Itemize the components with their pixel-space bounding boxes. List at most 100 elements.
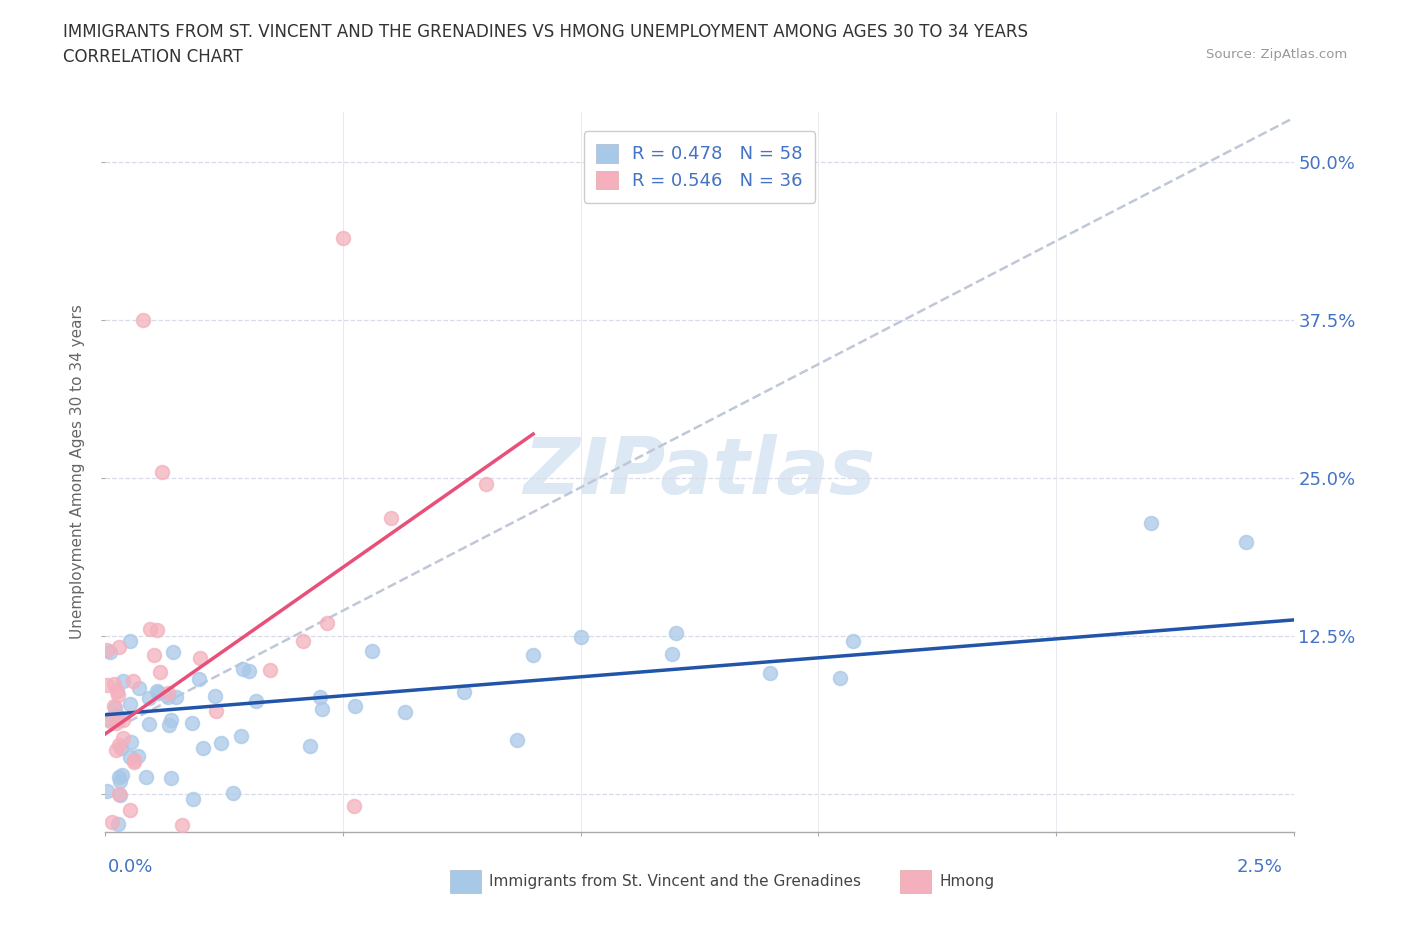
Point xyxy=(188,671,211,686)
Point xyxy=(162,644,184,659)
Point xyxy=(149,665,172,680)
Point xyxy=(96,678,118,693)
Point xyxy=(121,674,143,689)
Legend: R = 0.478   N = 58, R = 0.546   N = 36: R = 0.478 N = 58, R = 0.546 N = 36 xyxy=(583,131,815,203)
Point xyxy=(298,738,321,753)
Point xyxy=(105,684,128,698)
Point xyxy=(108,787,131,802)
Point xyxy=(828,671,851,685)
Point xyxy=(103,676,125,691)
Point xyxy=(105,716,128,731)
Point xyxy=(145,622,167,637)
Text: Source: ZipAtlas.com: Source: ZipAtlas.com xyxy=(1206,48,1347,61)
Point xyxy=(108,769,131,784)
Point xyxy=(474,476,496,491)
Point xyxy=(107,688,129,703)
Point xyxy=(360,644,382,658)
Point xyxy=(159,717,181,732)
Point xyxy=(394,704,416,719)
Point xyxy=(156,685,179,700)
Point xyxy=(101,815,124,830)
Point xyxy=(316,616,339,631)
Point xyxy=(98,644,121,659)
Point xyxy=(569,629,592,644)
Point xyxy=(111,673,134,688)
Point xyxy=(127,749,149,764)
Point xyxy=(152,465,174,480)
Point xyxy=(148,686,170,701)
Y-axis label: Unemployment Among Ages 30 to 34 years: Unemployment Among Ages 30 to 34 years xyxy=(70,304,86,640)
Point xyxy=(309,690,332,705)
Point xyxy=(111,767,134,782)
Point xyxy=(128,681,150,696)
Point xyxy=(165,690,187,705)
Point xyxy=(191,741,214,756)
Point xyxy=(108,774,131,789)
Point xyxy=(97,711,120,726)
Point xyxy=(332,231,354,246)
Point xyxy=(344,698,367,713)
Point xyxy=(661,646,683,661)
Point xyxy=(343,798,366,813)
Point xyxy=(108,639,131,654)
Point xyxy=(138,717,160,732)
Point xyxy=(96,643,118,658)
Point xyxy=(245,694,267,709)
Point xyxy=(118,633,141,648)
Point xyxy=(758,665,780,680)
Point xyxy=(132,312,155,327)
Point xyxy=(1140,515,1163,530)
Point xyxy=(107,709,129,724)
Point xyxy=(380,511,402,525)
Point xyxy=(142,647,165,662)
Point xyxy=(259,662,281,677)
Point xyxy=(146,684,169,698)
Point xyxy=(842,634,865,649)
Point xyxy=(108,737,131,752)
Point xyxy=(105,708,128,723)
Point xyxy=(160,712,183,727)
Point xyxy=(1234,534,1257,549)
Point xyxy=(190,651,212,666)
Point xyxy=(453,684,475,699)
Point xyxy=(181,716,204,731)
Text: 0.0%: 0.0% xyxy=(108,857,153,876)
Point xyxy=(138,622,160,637)
Point xyxy=(98,713,121,728)
Point xyxy=(157,689,180,704)
Point xyxy=(204,689,226,704)
Point xyxy=(229,728,252,743)
Text: IMMIGRANTS FROM ST. VINCENT AND THE GRENADINES VS HMONG UNEMPLOYMENT AMONG AGES : IMMIGRANTS FROM ST. VINCENT AND THE GREN… xyxy=(63,23,1028,41)
Point xyxy=(111,712,134,727)
Point xyxy=(522,647,544,662)
Point xyxy=(122,755,145,770)
Point xyxy=(108,788,131,803)
Point xyxy=(104,742,127,757)
Point xyxy=(506,733,529,748)
Point xyxy=(209,736,232,751)
Point xyxy=(138,690,160,705)
Point xyxy=(181,791,204,806)
Point xyxy=(170,817,193,832)
Point xyxy=(665,626,688,641)
Text: ZIPatlas: ZIPatlas xyxy=(523,434,876,510)
Point xyxy=(104,701,127,716)
Text: CORRELATION CHART: CORRELATION CHART xyxy=(63,48,243,66)
Point xyxy=(120,735,142,750)
Point xyxy=(103,698,125,713)
Text: Hmong: Hmong xyxy=(939,874,994,889)
Text: Immigrants from St. Vincent and the Grenadines: Immigrants from St. Vincent and the Gren… xyxy=(489,874,862,889)
Point xyxy=(135,770,157,785)
Point xyxy=(238,663,260,678)
Point xyxy=(120,697,142,711)
Point xyxy=(110,740,132,755)
Point xyxy=(118,803,141,817)
Point xyxy=(311,701,333,716)
Point xyxy=(204,704,226,719)
Point xyxy=(112,730,135,745)
Point xyxy=(122,753,145,768)
Point xyxy=(118,750,141,764)
Point xyxy=(291,633,314,648)
Text: 2.5%: 2.5% xyxy=(1236,857,1282,876)
Point xyxy=(96,783,118,798)
